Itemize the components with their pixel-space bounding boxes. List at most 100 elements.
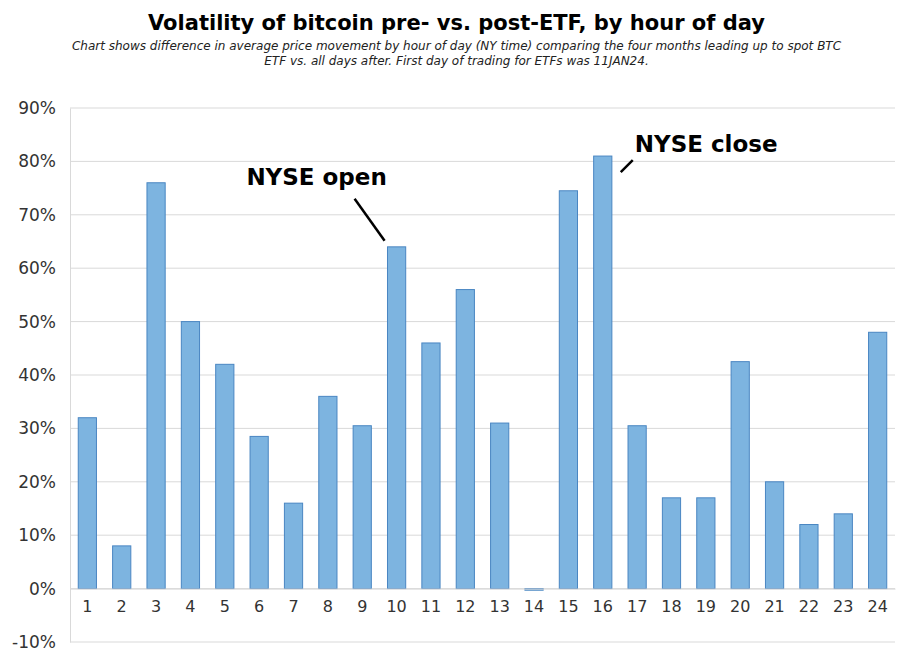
bar xyxy=(731,362,749,589)
bar xyxy=(78,418,96,589)
grid xyxy=(70,108,895,642)
x-tick: 6 xyxy=(254,589,264,616)
x-tick-label: 8 xyxy=(323,597,333,616)
annotation: NYSE close xyxy=(635,131,778,157)
grid-line xyxy=(70,161,895,162)
y-tick: 50% xyxy=(18,312,70,332)
x-tick: 11 xyxy=(421,589,441,616)
bar xyxy=(628,426,646,589)
y-tick-label: 90% xyxy=(18,98,56,118)
x-tick-label: 21 xyxy=(764,597,784,616)
x-tick-label: 14 xyxy=(524,597,544,616)
x-tick-label: 5 xyxy=(220,597,230,616)
x-tick-label: 22 xyxy=(799,597,819,616)
x-axis: 123456789101112131415161718192021222324 xyxy=(71,589,896,616)
x-tick: 3 xyxy=(151,589,161,616)
x-tick-label: 19 xyxy=(696,597,716,616)
x-tick: 12 xyxy=(455,589,475,616)
chart: Volatility of bitcoin pre- vs. post-ETF,… xyxy=(0,0,913,662)
x-tick-label: 6 xyxy=(254,597,264,616)
bar xyxy=(869,332,887,588)
x-tick-label: 4 xyxy=(185,597,195,616)
x-axis-line xyxy=(71,589,896,590)
bar xyxy=(834,514,852,589)
subtitle: Chart shows difference in average price … xyxy=(72,39,842,68)
y-tick: 10% xyxy=(18,525,70,545)
x-tick: 20 xyxy=(730,589,750,616)
x-tick-label: 2 xyxy=(117,597,127,616)
bar xyxy=(594,156,612,589)
y-tick-label: 50% xyxy=(18,312,56,332)
y-tick-label: 40% xyxy=(18,365,56,385)
y-tick-label: 20% xyxy=(18,472,56,492)
x-tick-label: 20 xyxy=(730,597,750,616)
x-tick: 7 xyxy=(288,589,298,616)
y-tick-label: -10% xyxy=(12,632,56,652)
grid-line xyxy=(70,108,895,109)
x-tick: 19 xyxy=(696,589,716,616)
y-tick: 90% xyxy=(18,98,70,118)
x-tick: 16 xyxy=(593,589,613,616)
x-tick-label: 15 xyxy=(558,597,578,616)
bar xyxy=(319,396,337,588)
y-tick-label: 80% xyxy=(18,151,56,171)
bar xyxy=(216,364,234,588)
bar xyxy=(250,436,268,588)
grid-line xyxy=(70,268,895,269)
y-tick: 80% xyxy=(18,151,70,171)
x-tick: 8 xyxy=(323,589,333,616)
bar xyxy=(181,322,199,589)
y-axis-line xyxy=(70,109,71,643)
bar xyxy=(113,546,131,589)
x-tick-label: 12 xyxy=(455,597,475,616)
x-tick-label: 1 xyxy=(82,597,92,616)
y-tick-label: 0% xyxy=(29,579,56,599)
x-tick: 10 xyxy=(386,589,406,616)
x-tick: 23 xyxy=(833,589,853,616)
x-tick-label: 7 xyxy=(288,597,298,616)
annotation-line xyxy=(355,199,385,241)
bar xyxy=(284,503,302,588)
y-tick: 40% xyxy=(18,365,70,385)
annotation-line xyxy=(621,160,633,172)
x-tick-label: 11 xyxy=(421,597,441,616)
y-tick-label: 30% xyxy=(18,418,56,438)
x-tick-label: 24 xyxy=(867,597,887,616)
x-tick: 24 xyxy=(867,589,887,616)
x-tick: 14 xyxy=(524,589,544,616)
x-tick: 15 xyxy=(558,589,578,616)
bar xyxy=(491,423,509,589)
x-tick: 2 xyxy=(117,589,127,616)
title: Volatility of bitcoin pre- vs. post-ETF,… xyxy=(148,11,765,35)
y-tick: 20% xyxy=(18,472,70,492)
bar xyxy=(147,183,165,589)
y-axis: -10%0%10%20%30%40%50%60%70%80%90% xyxy=(12,98,70,652)
y-tick: 0% xyxy=(29,579,70,599)
x-tick: 17 xyxy=(627,589,647,616)
grid-line xyxy=(70,642,895,643)
bar xyxy=(765,482,783,589)
x-tick-label: 13 xyxy=(490,597,510,616)
y-tick-label: 60% xyxy=(18,258,56,278)
x-tick-label: 9 xyxy=(357,597,367,616)
y-tick: -10% xyxy=(12,632,70,652)
x-tick: 9 xyxy=(357,589,367,616)
bar xyxy=(387,247,405,589)
grid-line xyxy=(70,214,895,215)
x-tick: 4 xyxy=(185,589,195,616)
annotations: NYSE open NYSE close xyxy=(246,131,777,241)
bar xyxy=(559,191,577,589)
y-tick: 60% xyxy=(18,258,70,278)
x-tick-label: 18 xyxy=(661,597,681,616)
x-tick-label: 17 xyxy=(627,597,647,616)
x-tick: 1 xyxy=(82,589,92,616)
x-tick: 13 xyxy=(490,589,510,616)
bar xyxy=(422,343,440,589)
annotation: NYSE open xyxy=(246,164,386,190)
x-tick: 21 xyxy=(764,589,784,616)
y-tick-label: 10% xyxy=(18,525,56,545)
bar xyxy=(456,290,474,589)
x-tick-label: 23 xyxy=(833,597,853,616)
bar xyxy=(662,498,680,589)
y-tick: 30% xyxy=(18,418,70,438)
